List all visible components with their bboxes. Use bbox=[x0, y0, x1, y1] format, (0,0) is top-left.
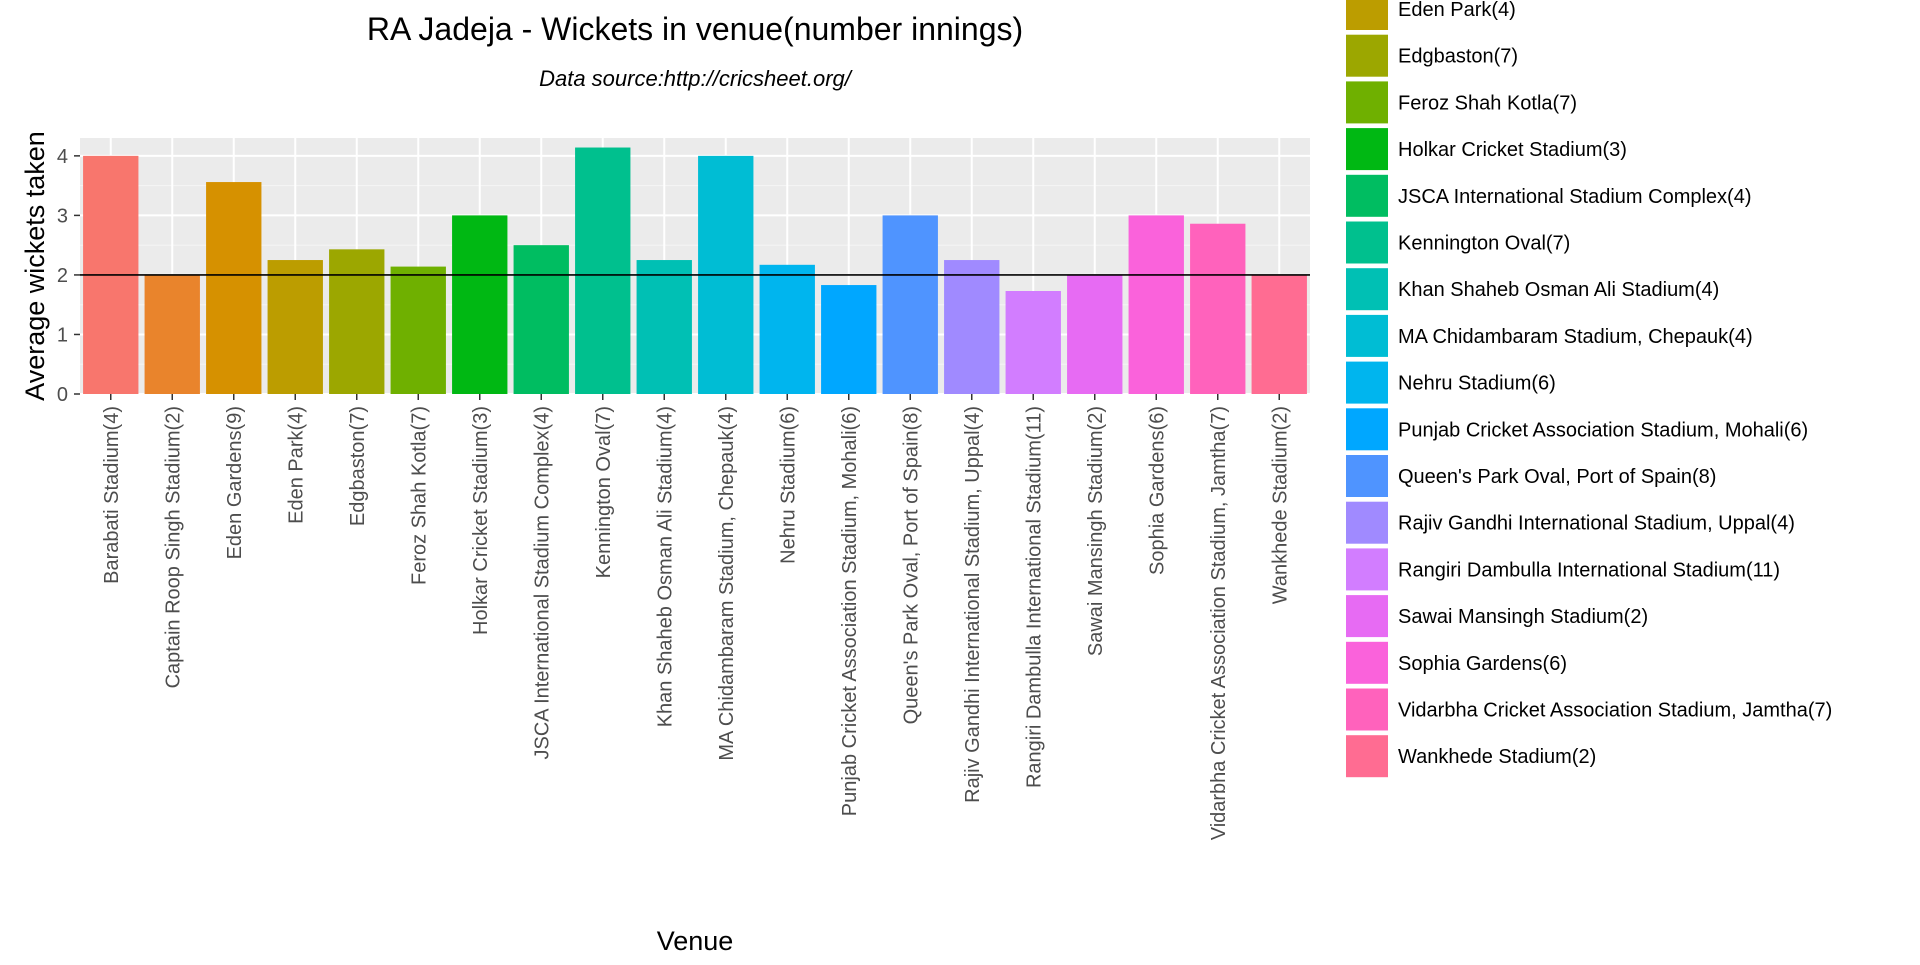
x-tick-label: Wankhede Stadium(2) bbox=[1269, 406, 1291, 604]
legend-label: Holkar Cricket Stadium(3) bbox=[1398, 139, 1627, 161]
legend-key bbox=[1346, 128, 1388, 170]
y-tick-label: 2 bbox=[57, 265, 68, 287]
x-tick-label: MA Chidambaram Stadium, Chepauk(4) bbox=[716, 406, 738, 761]
legend-label: Edgbaston(7) bbox=[1398, 46, 1518, 68]
legend-label: Punjab Cricket Association Stadium, Moha… bbox=[1398, 419, 1808, 441]
bar bbox=[1129, 215, 1184, 394]
legend-label: Sawai Mansingh Stadium(2) bbox=[1398, 606, 1648, 628]
x-tick-label: Feroz Shah Kotla(7) bbox=[408, 406, 430, 585]
legend-label: Khan Shaheb Osman Ali Stadium(4) bbox=[1398, 279, 1719, 301]
bar bbox=[1252, 275, 1307, 394]
x-axis: Barabati Stadium(4) Captain Roop Singh St… bbox=[101, 394, 1292, 840]
legend-key bbox=[1346, 315, 1388, 357]
y-tick-label: 0 bbox=[57, 384, 68, 406]
legend-key bbox=[1346, 689, 1388, 731]
x-tick-label: Edgbaston(7) bbox=[347, 406, 369, 526]
legend-label: Feroz Shah Kotla(7) bbox=[1398, 92, 1577, 114]
legend-key bbox=[1346, 362, 1388, 404]
plot-panel bbox=[80, 138, 1310, 394]
bar bbox=[1006, 291, 1061, 394]
legend-key bbox=[1346, 548, 1388, 590]
x-tick-label: Sophia Gardens(6) bbox=[1146, 406, 1168, 575]
legend-label: Wankhede Stadium(2) bbox=[1398, 746, 1596, 768]
legend-label: Rangiri Dambulla International Stadium(1… bbox=[1398, 559, 1780, 581]
bar bbox=[391, 267, 446, 394]
x-tick-label: Vidarbha Cricket Association Stadium, Ja… bbox=[1208, 406, 1230, 840]
bar bbox=[268, 260, 323, 394]
legend-label: Nehru Stadium(6) bbox=[1398, 373, 1556, 395]
legend-label: JSCA International Stadium Complex(4) bbox=[1398, 186, 1752, 208]
legend-label: Eden Park(4) bbox=[1398, 0, 1516, 21]
bar bbox=[1067, 275, 1122, 394]
legend-label: Vidarbha Cricket Association Stadium, Ja… bbox=[1398, 700, 1832, 722]
bar bbox=[206, 182, 261, 394]
chart-title: RA Jadeja - Wickets in venue(number inni… bbox=[367, 11, 1023, 47]
x-tick-label: Queen's Park Oval, Port of Spain(8) bbox=[900, 406, 922, 724]
legend-key bbox=[1346, 642, 1388, 684]
y-tick-label: 4 bbox=[57, 146, 68, 168]
x-tick-label: Eden Gardens(9) bbox=[224, 406, 246, 559]
bar bbox=[575, 148, 630, 394]
x-axis-label: Venue bbox=[657, 926, 734, 956]
legend-label: Sophia Gardens(6) bbox=[1398, 653, 1567, 675]
x-tick-label: Kennington Oval(7) bbox=[593, 406, 615, 578]
legend-key bbox=[1346, 268, 1388, 310]
bar bbox=[944, 260, 999, 394]
chart-subtitle: Data source:http://cricsheet.org/ bbox=[539, 66, 853, 91]
legend-key bbox=[1346, 408, 1388, 450]
legend-key bbox=[1346, 175, 1388, 217]
legend-key bbox=[1346, 595, 1388, 637]
legend-key bbox=[1346, 455, 1388, 497]
legend-key bbox=[1346, 81, 1388, 123]
x-tick-label: JSCA International Stadium Complex(4) bbox=[531, 406, 553, 760]
bar bbox=[637, 260, 692, 394]
bar bbox=[883, 215, 938, 394]
legend: Eden Park(4) Edgbaston(7) Feroz Shah Kotla… bbox=[1346, 0, 1832, 777]
x-tick-label: Holkar Cricket Stadium(3) bbox=[470, 406, 492, 635]
bar bbox=[514, 245, 569, 394]
x-tick-label: Captain Roop Singh Stadium(2) bbox=[162, 406, 184, 688]
x-tick-label: Rangiri Dambulla International Stadium(1… bbox=[1023, 406, 1045, 788]
x-tick-label: Nehru Stadium(6) bbox=[777, 406, 799, 564]
legend-key bbox=[1346, 35, 1388, 77]
y-tick-label: 3 bbox=[57, 205, 68, 227]
y-axis-label: Average wickets taken bbox=[20, 131, 50, 401]
bar bbox=[760, 265, 815, 394]
legend-label: Queen's Park Oval, Port of Spain(8) bbox=[1398, 466, 1716, 488]
legend-key bbox=[1346, 0, 1388, 30]
y-axis: 0 1 2 3 4 bbox=[57, 146, 80, 406]
x-tick-label: Eden Park(4) bbox=[285, 406, 307, 524]
x-tick-label: Barabati Stadium(4) bbox=[101, 406, 123, 584]
x-tick-label: Rajiv Gandhi International Stadium, Uppa… bbox=[962, 406, 984, 803]
bar bbox=[145, 275, 200, 394]
x-tick-label: Sawai Mansingh Stadium(2) bbox=[1085, 406, 1107, 656]
x-tick-label: Punjab Cricket Association Stadium, Moha… bbox=[839, 406, 861, 816]
legend-key bbox=[1346, 502, 1388, 544]
bar bbox=[452, 215, 507, 394]
legend-label: MA Chidambaram Stadium, Chepauk(4) bbox=[1398, 326, 1753, 348]
bar bbox=[821, 285, 876, 394]
legend-key bbox=[1346, 222, 1388, 264]
y-tick-label: 1 bbox=[57, 324, 68, 346]
legend-label: Rajiv Gandhi International Stadium, Uppa… bbox=[1398, 513, 1795, 535]
bar bbox=[329, 249, 384, 394]
bar bbox=[1190, 224, 1245, 394]
legend-key bbox=[1346, 735, 1388, 777]
x-tick-label: Khan Shaheb Osman Ali Stadium(4) bbox=[654, 406, 676, 727]
legend-label: Kennington Oval(7) bbox=[1398, 233, 1570, 255]
